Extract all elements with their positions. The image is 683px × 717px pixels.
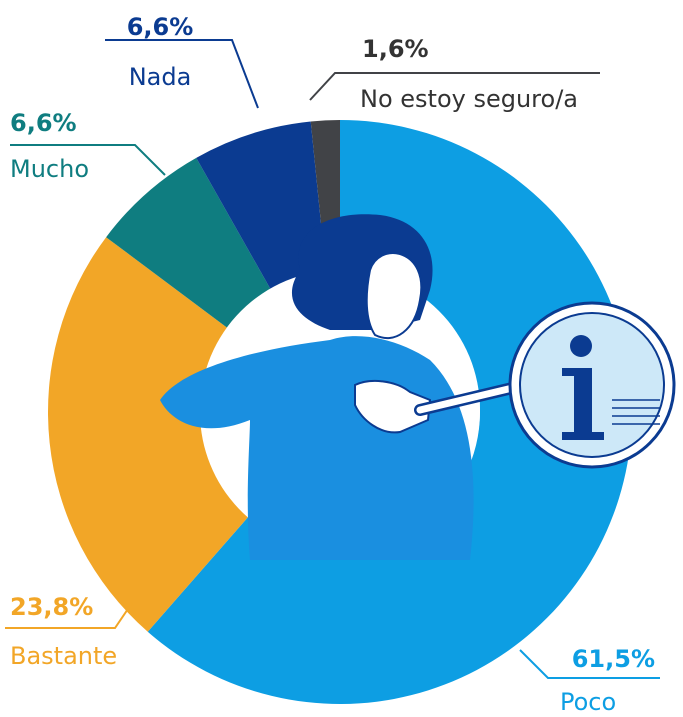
donut-segment — [106, 157, 272, 329]
face — [365, 252, 423, 340]
value-label: 61,5% — [572, 645, 655, 673]
category-label: Nada — [129, 63, 192, 91]
donut-segment — [47, 237, 248, 632]
leader-line — [309, 72, 600, 101]
leader-lines — [5, 39, 660, 679]
leader-line — [5, 602, 133, 629]
info-dot — [570, 335, 592, 357]
info-stem — [562, 368, 604, 440]
donut-segment — [196, 121, 326, 291]
category-label: Mucho — [10, 155, 89, 183]
value-label: 6,6% — [127, 13, 194, 41]
hand — [354, 379, 432, 434]
lens-lines — [612, 399, 660, 425]
value-label: 23,8% — [10, 593, 93, 621]
handle-inner — [416, 381, 529, 414]
category-label: No estoy seguro/a — [360, 85, 578, 113]
leader-line — [519, 649, 660, 679]
leader-line — [105, 39, 259, 109]
category-label: Poco — [560, 688, 616, 716]
illustration — [160, 214, 676, 560]
category-label: Bastante — [10, 642, 117, 670]
value-label: 1,6% — [362, 35, 429, 63]
value-label: 6,6% — [10, 109, 77, 137]
leader-line — [10, 144, 166, 176]
